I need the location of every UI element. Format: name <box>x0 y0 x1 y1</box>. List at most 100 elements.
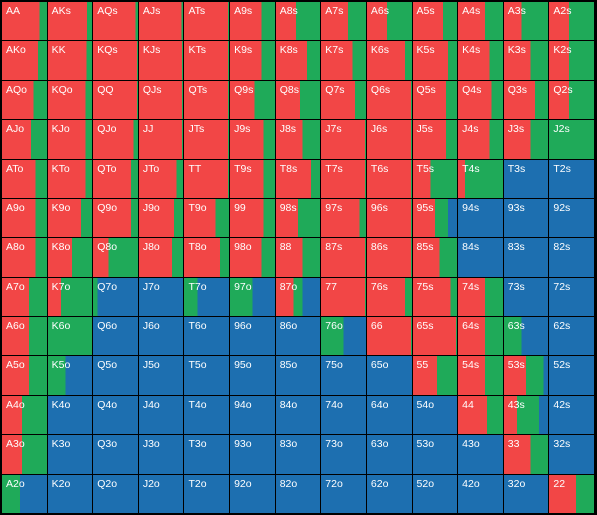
hand-cell-53o[interactable]: 53o <box>412 435 458 474</box>
hand-cell-j4s[interactable]: J4s <box>458 120 503 159</box>
hand-cell-62o[interactable]: 62o <box>366 474 412 513</box>
hand-cell-87o[interactable]: 87o <box>275 277 321 317</box>
hand-cell-a2s[interactable]: A2s <box>549 2 594 41</box>
hand-cell-52o[interactable]: 52o <box>412 474 458 513</box>
hand-cell-97s[interactable]: 97s <box>321 198 366 238</box>
hand-cell-j7o[interactable]: J7o <box>138 277 184 317</box>
hand-cell-kto[interactable]: KTo <box>47 159 93 198</box>
hand-cell-qq[interactable]: QQ <box>93 80 138 120</box>
hand-cell-q9o[interactable]: Q9o <box>93 198 138 238</box>
hand-cell-q4s[interactable]: Q4s <box>458 80 503 120</box>
hand-cell-94o[interactable]: 94o <box>230 395 275 435</box>
hand-cell-t3s[interactable]: T3s <box>503 159 549 198</box>
hand-cell-q6o[interactable]: Q6o <box>93 317 138 356</box>
hand-cell-aqs[interactable]: AQs <box>93 2 138 41</box>
hand-cell-k3s[interactable]: K3s <box>503 41 549 80</box>
hand-cell-jto[interactable]: JTo <box>138 159 184 198</box>
hand-cell-a7s[interactable]: A7s <box>321 2 366 41</box>
hand-cell-a7o[interactable]: A7o <box>2 277 47 317</box>
hand-cell-k3o[interactable]: K3o <box>47 435 93 474</box>
hand-cell-j6s[interactable]: J6s <box>366 120 412 159</box>
hand-cell-t4o[interactable]: T4o <box>184 395 230 435</box>
hand-cell-qts[interactable]: QTs <box>184 80 230 120</box>
hand-cell-96s[interactable]: 96s <box>366 198 412 238</box>
hand-cell-qjo[interactable]: QJo <box>93 120 138 159</box>
hand-cell-j9o[interactable]: J9o <box>138 198 184 238</box>
hand-cell-55[interactable]: 55 <box>412 356 458 395</box>
hand-cell-q2s[interactable]: Q2s <box>549 80 594 120</box>
hand-cell-ats[interactable]: ATs <box>184 2 230 41</box>
hand-cell-j3o[interactable]: J3o <box>138 435 184 474</box>
hand-cell-86s[interactable]: 86s <box>366 238 412 277</box>
hand-cell-k7o[interactable]: K7o <box>47 277 93 317</box>
hand-cell-k8o[interactable]: K8o <box>47 238 93 277</box>
hand-cell-82s[interactable]: 82s <box>549 238 594 277</box>
hand-cell-72s[interactable]: 72s <box>549 277 594 317</box>
hand-cell-t5s[interactable]: T5s <box>412 159 458 198</box>
hand-cell-t7o[interactable]: T7o <box>184 277 230 317</box>
hand-cell-k6s[interactable]: K6s <box>366 41 412 80</box>
hand-cell-aks[interactable]: AKs <box>47 2 93 41</box>
hand-cell-jts[interactable]: JTs <box>184 120 230 159</box>
hand-cell-52s[interactable]: 52s <box>549 356 594 395</box>
hand-cell-72o[interactable]: 72o <box>321 474 366 513</box>
hand-cell-75o[interactable]: 75o <box>321 356 366 395</box>
hand-cell-j7s[interactable]: J7s <box>321 120 366 159</box>
hand-cell-a3o[interactable]: A3o <box>2 435 47 474</box>
hand-cell-42s[interactable]: 42s <box>549 395 594 435</box>
hand-cell-66[interactable]: 66 <box>366 317 412 356</box>
hand-cell-75s[interactable]: 75s <box>412 277 458 317</box>
hand-cell-a8s[interactable]: A8s <box>275 2 321 41</box>
hand-cell-j4o[interactable]: J4o <box>138 395 184 435</box>
hand-cell-65s[interactable]: 65s <box>412 317 458 356</box>
hand-cell-97o[interactable]: 97o <box>230 277 275 317</box>
hand-cell-a4o[interactable]: A4o <box>2 395 47 435</box>
hand-cell-62s[interactable]: 62s <box>549 317 594 356</box>
hand-cell-95s[interactable]: 95s <box>412 198 458 238</box>
hand-cell-j2o[interactable]: J2o <box>138 474 184 513</box>
hand-cell-aa[interactable]: AA <box>2 2 47 41</box>
hand-cell-k7s[interactable]: K7s <box>321 41 366 80</box>
hand-cell-j3s[interactable]: J3s <box>503 120 549 159</box>
hand-cell-qto[interactable]: QTo <box>93 159 138 198</box>
hand-cell-93o[interactable]: 93o <box>230 435 275 474</box>
hand-cell-54s[interactable]: 54s <box>458 356 503 395</box>
hand-cell-jj[interactable]: JJ <box>138 120 184 159</box>
hand-cell-92s[interactable]: 92s <box>549 198 594 238</box>
hand-cell-a6s[interactable]: A6s <box>366 2 412 41</box>
hand-cell-k9o[interactable]: K9o <box>47 198 93 238</box>
hand-cell-73o[interactable]: 73o <box>321 435 366 474</box>
hand-cell-kk[interactable]: KK <box>47 41 93 80</box>
hand-cell-j6o[interactable]: J6o <box>138 317 184 356</box>
hand-cell-ajo[interactable]: AJo <box>2 120 47 159</box>
hand-cell-33[interactable]: 33 <box>503 435 549 474</box>
hand-cell-q8s[interactable]: Q8s <box>275 80 321 120</box>
hand-cell-a9o[interactable]: A9o <box>2 198 47 238</box>
hand-cell-53s[interactable]: 53s <box>503 356 549 395</box>
hand-cell-q7o[interactable]: Q7o <box>93 277 138 317</box>
hand-cell-q2o[interactable]: Q2o <box>93 474 138 513</box>
hand-cell-q6s[interactable]: Q6s <box>366 80 412 120</box>
hand-cell-tt[interactable]: TT <box>184 159 230 198</box>
hand-cell-q7s[interactable]: Q7s <box>321 80 366 120</box>
hand-cell-kqs[interactable]: KQs <box>93 41 138 80</box>
hand-cell-ato[interactable]: ATo <box>2 159 47 198</box>
hand-cell-q9s[interactable]: Q9s <box>230 80 275 120</box>
hand-cell-q5o[interactable]: Q5o <box>93 356 138 395</box>
hand-cell-77[interactable]: 77 <box>321 277 366 317</box>
hand-cell-a9s[interactable]: A9s <box>230 2 275 41</box>
hand-cell-t8s[interactable]: T8s <box>275 159 321 198</box>
hand-cell-kjs[interactable]: KJs <box>138 41 184 80</box>
hand-cell-t8o[interactable]: T8o <box>184 238 230 277</box>
hand-cell-a5s[interactable]: A5s <box>412 2 458 41</box>
hand-cell-j8s[interactable]: J8s <box>275 120 321 159</box>
hand-cell-74o[interactable]: 74o <box>321 395 366 435</box>
hand-cell-j5s[interactable]: J5s <box>412 120 458 159</box>
hand-cell-a2o[interactable]: A2o <box>2 474 47 513</box>
hand-cell-a4s[interactable]: A4s <box>458 2 503 41</box>
hand-cell-43o[interactable]: 43o <box>458 435 503 474</box>
hand-cell-t4s[interactable]: T4s <box>458 159 503 198</box>
hand-cell-j8o[interactable]: J8o <box>138 238 184 277</box>
hand-cell-q3o[interactable]: Q3o <box>93 435 138 474</box>
hand-cell-99[interactable]: 99 <box>230 198 275 238</box>
